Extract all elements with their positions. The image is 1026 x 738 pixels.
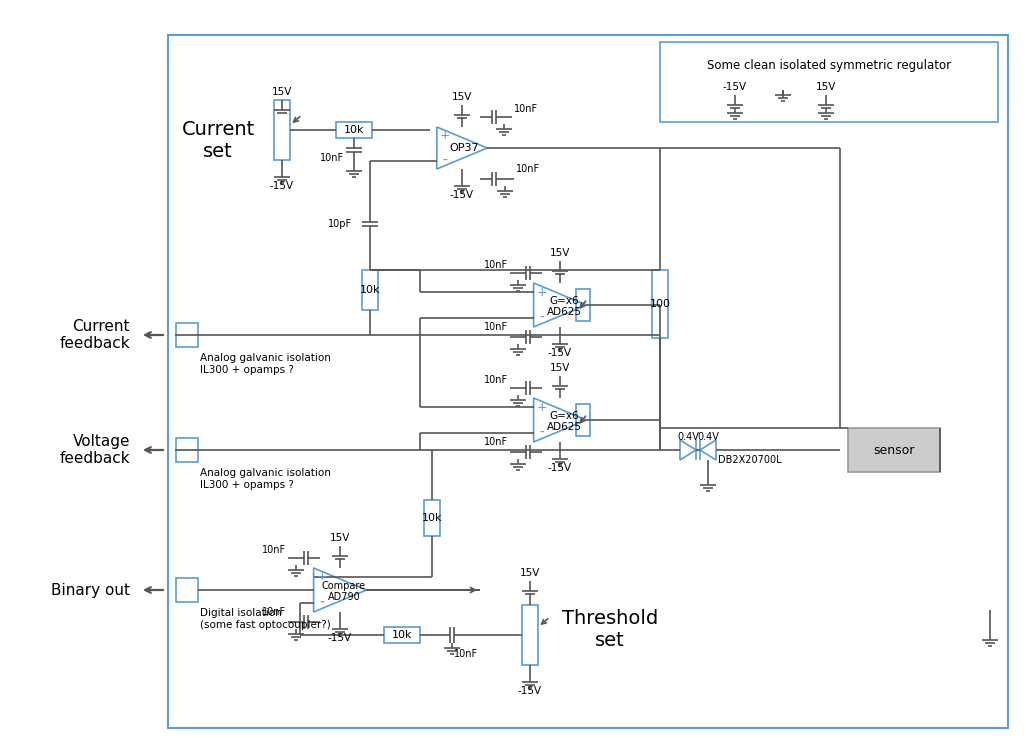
Text: -: -: [442, 154, 447, 168]
Bar: [424, 500, 440, 536]
Text: G=x6: G=x6: [549, 411, 579, 421]
Text: 15V: 15V: [272, 87, 292, 97]
Bar: [522, 605, 538, 665]
Text: Binary out: Binary out: [51, 582, 130, 598]
Text: -15V: -15V: [518, 686, 542, 696]
Text: DB2X20700L: DB2X20700L: [718, 455, 782, 465]
Text: Analog galvanic isolation
IL300 + opamps ?: Analog galvanic isolation IL300 + opamps…: [200, 353, 330, 375]
Text: +: +: [537, 286, 547, 298]
Text: AD625: AD625: [547, 422, 582, 432]
Text: 10nF: 10nF: [514, 104, 538, 114]
Text: 15V: 15V: [550, 248, 570, 258]
Bar: [660, 42, 998, 122]
Text: +: +: [316, 570, 327, 584]
Bar: [362, 270, 378, 310]
Text: 0.4V: 0.4V: [677, 432, 699, 442]
Text: 10nF: 10nF: [453, 649, 478, 659]
Text: Threshold
set: Threshold set: [562, 610, 658, 650]
Text: Digital isolation
(some fast optocoupler?): Digital isolation (some fast optocoupler…: [200, 608, 330, 630]
Text: -: -: [539, 311, 544, 325]
Text: -15V: -15V: [548, 348, 573, 358]
Text: 15V: 15V: [816, 82, 836, 92]
Text: 10nF: 10nF: [262, 607, 286, 617]
Text: 10nF: 10nF: [484, 437, 508, 447]
Bar: [577, 289, 590, 321]
Bar: [652, 270, 668, 338]
Text: 100: 100: [649, 299, 671, 309]
Text: Some clean isolated symmetric regulator: Some clean isolated symmetric regulator: [707, 58, 951, 72]
Text: -15V: -15V: [450, 190, 474, 200]
Text: 15V: 15V: [520, 568, 540, 578]
Text: 10nF: 10nF: [516, 164, 540, 174]
Text: G=x6: G=x6: [549, 296, 579, 306]
Text: 10k: 10k: [392, 630, 412, 640]
Text: +: +: [439, 128, 450, 142]
Bar: [176, 323, 198, 347]
Text: Compare: Compare: [322, 581, 366, 591]
Text: 15V: 15V: [550, 363, 570, 373]
Bar: [336, 122, 372, 138]
Text: 10nF: 10nF: [262, 545, 286, 555]
Text: +: +: [537, 401, 547, 413]
Text: -15V: -15V: [723, 82, 747, 92]
Text: 10k: 10k: [422, 513, 442, 523]
Text: Current
set: Current set: [182, 120, 254, 160]
Text: 0.4V: 0.4V: [697, 432, 719, 442]
Text: 10k: 10k: [344, 125, 364, 135]
Text: 15V: 15V: [329, 533, 350, 543]
Text: -: -: [319, 596, 324, 610]
Bar: [274, 100, 290, 160]
Text: Current
feedback: Current feedback: [60, 319, 130, 351]
Text: 10pF: 10pF: [328, 219, 352, 229]
Text: AD625: AD625: [547, 307, 582, 317]
Text: 10nF: 10nF: [320, 153, 344, 163]
Bar: [577, 404, 590, 436]
Text: Analog galvanic isolation
IL300 + opamps ?: Analog galvanic isolation IL300 + opamps…: [200, 468, 330, 489]
Text: -15V: -15V: [328, 633, 352, 643]
Bar: [384, 627, 420, 643]
Text: 10k: 10k: [360, 285, 381, 295]
Text: OP37: OP37: [449, 143, 479, 153]
Text: -15V: -15V: [548, 463, 573, 473]
Bar: [176, 438, 198, 462]
Text: -15V: -15V: [270, 181, 294, 191]
Bar: [176, 578, 198, 602]
Text: -: -: [539, 426, 544, 440]
Text: AD790: AD790: [327, 592, 360, 602]
Bar: [849, 428, 940, 472]
Text: 10nF: 10nF: [484, 322, 508, 332]
Bar: [168, 35, 1008, 728]
Text: 10nF: 10nF: [484, 260, 508, 270]
Text: 10nF: 10nF: [484, 375, 508, 385]
Text: Voltage
feedback: Voltage feedback: [60, 434, 130, 466]
Text: 15V: 15V: [451, 92, 472, 102]
Text: sensor: sensor: [873, 444, 915, 457]
